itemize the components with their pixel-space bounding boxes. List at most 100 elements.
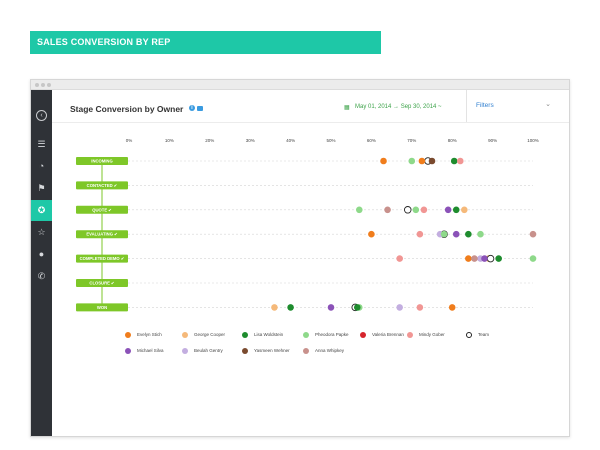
legend-swatch [360, 332, 366, 338]
x-tick-label: 40% [286, 138, 295, 143]
legend-label: George Cooper [194, 332, 226, 337]
sidebar: ‹ ☰ ◔ ⚑ ✪ ☆ ● ✆ [31, 90, 52, 436]
filters-dropdown[interactable]: Filters ⌄ [466, 90, 561, 122]
window-dot-icon [47, 83, 51, 87]
data-point [420, 206, 428, 214]
data-point [465, 230, 472, 238]
calendar-icon: ▦ [344, 105, 350, 111]
data-point [384, 206, 391, 214]
data-point [271, 304, 278, 311]
data-point [408, 157, 416, 165]
legend-label: Team [478, 332, 490, 337]
x-tick-label: 30% [246, 138, 255, 143]
data-point [416, 304, 424, 311]
data-point [418, 157, 426, 165]
legend-label: Valeria Brennan [372, 332, 404, 337]
data-point [452, 230, 460, 238]
data-point [353, 304, 361, 311]
sort-icon[interactable]: ☰ [37, 139, 46, 149]
legend-label: Beulah Gentry [194, 348, 223, 353]
legend-swatch [242, 332, 248, 338]
data-point [404, 206, 412, 214]
legend-swatch [125, 332, 131, 338]
data-point [287, 304, 294, 311]
stage-pill [76, 157, 128, 165]
page-title: Stage Conversion by Owner [70, 104, 184, 114]
legend-swatch [407, 332, 413, 338]
data-point [396, 255, 403, 262]
x-tick-label: 90% [488, 138, 497, 143]
data-point [456, 157, 464, 165]
lightbulb-icon[interactable]: ✪ [31, 200, 52, 221]
data-point [529, 230, 537, 238]
data-point [486, 254, 495, 263]
legend-label: Michael Silva [137, 348, 164, 353]
data-point [368, 230, 375, 238]
window-dot-icon [35, 83, 39, 87]
data-point [471, 255, 478, 262]
window-dot-icon [41, 83, 45, 87]
data-point [481, 255, 488, 262]
stage-pill [76, 205, 128, 214]
legend-label: Yasmeen Wehner [254, 348, 290, 353]
data-point [450, 157, 458, 165]
legend-label: Pheodora Papke [315, 332, 349, 337]
x-tick-label: 60% [367, 138, 376, 143]
window-titlebar [31, 80, 569, 90]
x-tick-label: 0% [126, 138, 133, 143]
stage-pill [76, 254, 128, 263]
chevron-down-icon: ⌄ [545, 101, 551, 108]
stage-label: CLOSURE ✔ [89, 281, 114, 286]
x-tick-label: 20% [205, 138, 214, 143]
info-icon[interactable]: i [189, 105, 195, 111]
data-point [416, 230, 424, 238]
data-point [529, 255, 537, 262]
date-range-picker[interactable]: May 01, 2014 → Sep 30, 2014 ~ [355, 104, 442, 110]
legend-swatch [242, 348, 248, 354]
data-point [428, 157, 436, 165]
data-point [495, 255, 502, 262]
legend-swatch [303, 332, 309, 338]
legend-label: Evelyn Stich [137, 332, 162, 337]
data-point [461, 206, 468, 214]
stage-pill [76, 181, 128, 190]
x-tick-label: 10% [165, 138, 174, 143]
stage-pill [76, 279, 128, 287]
legend-swatch [125, 348, 131, 354]
data-point [448, 304, 456, 311]
phone-icon[interactable]: ✆ [37, 271, 46, 281]
legend-swatch [466, 332, 472, 338]
header-divider [52, 122, 569, 123]
legend-swatch [303, 348, 309, 354]
legend-swatch [182, 348, 188, 354]
stage-label: COMPLETED DEMO ✔ [80, 256, 125, 261]
stage-label: CONTACTED ✔ [87, 183, 118, 188]
stage-pill [76, 230, 128, 239]
circle-icon[interactable]: ● [38, 249, 45, 259]
legend-label: Lisa Woldstein [254, 332, 284, 337]
stage-label: EVALUATING ✔ [86, 232, 117, 237]
legend-swatch [182, 332, 188, 338]
data-point [444, 206, 452, 214]
legend-label: Mindy Gober [419, 332, 445, 337]
back-arrow-icon[interactable]: ‹ [36, 110, 47, 121]
x-tick-label: 50% [326, 138, 335, 143]
x-tick-label: 100% [527, 138, 539, 143]
stage-label: INCOMING [91, 159, 112, 164]
gauge-icon[interactable]: ◔ [38, 161, 45, 171]
data-point [327, 304, 335, 311]
data-point [355, 206, 363, 214]
stage-label: QUOTE ✔ [92, 207, 112, 212]
flag-icon[interactable]: ⚑ [37, 183, 46, 193]
data-point [396, 304, 403, 311]
data-point [465, 255, 472, 262]
video-icon[interactable] [197, 106, 203, 111]
data-point [477, 230, 484, 238]
stage-pill [76, 303, 128, 312]
section-banner: SALES CONVERSION BY REP [30, 31, 381, 54]
data-point [440, 230, 448, 238]
data-point [380, 157, 387, 165]
legend-label: Anna Whipkey [315, 348, 345, 353]
star-icon[interactable]: ☆ [37, 227, 46, 237]
